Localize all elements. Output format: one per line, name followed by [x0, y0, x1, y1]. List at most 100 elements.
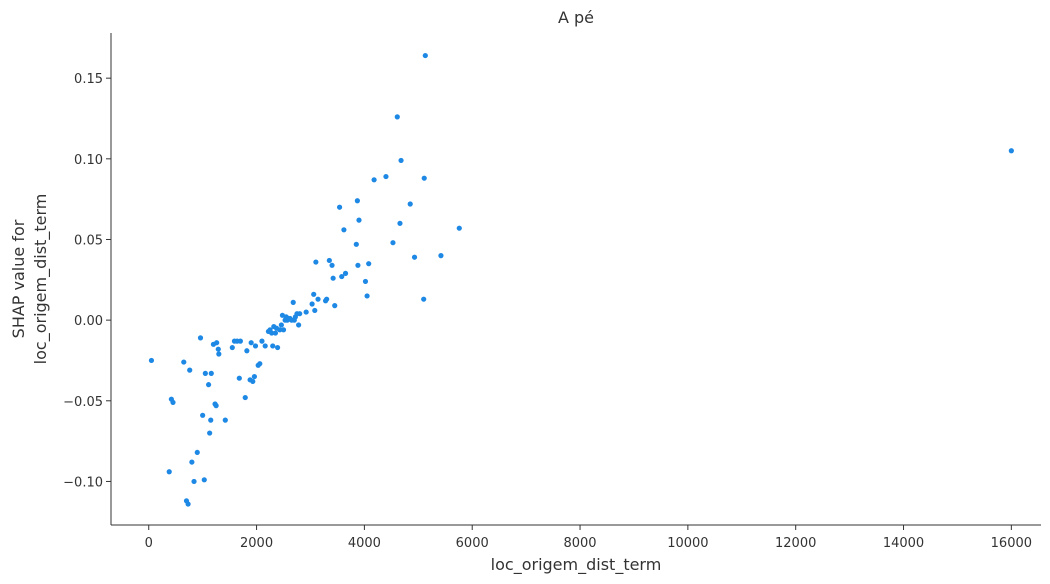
data-point	[274, 344, 281, 351]
data-point	[201, 477, 207, 483]
data-point	[356, 217, 362, 223]
y-ticks: −0.10 −0.05 0.00 0.05 0.10 0.15	[63, 72, 111, 490]
data-point	[250, 378, 256, 385]
data-point	[341, 227, 347, 233]
data-point	[456, 225, 462, 231]
data-point	[354, 198, 360, 204]
data-point	[421, 175, 427, 181]
data-point	[326, 257, 332, 264]
data-point	[194, 449, 200, 456]
data-point	[272, 330, 279, 336]
data-point	[244, 348, 250, 354]
data-point	[297, 311, 303, 317]
data-point	[383, 173, 389, 180]
x-tick-label: 8000	[563, 536, 596, 551]
data-point	[200, 412, 206, 418]
data-point	[216, 351, 222, 357]
data-point	[170, 399, 176, 406]
data-point	[187, 367, 193, 373]
x-tick-label: 0	[145, 536, 153, 551]
data-point	[315, 296, 321, 302]
data-point	[342, 270, 349, 276]
data-point	[277, 327, 283, 333]
y-axis-label-line-2: loc_origem_dist_term	[31, 194, 51, 365]
data-point	[189, 459, 195, 465]
x-axis-label: loc_origem_dist_term	[491, 555, 662, 575]
data-point	[208, 417, 214, 423]
data-point	[222, 417, 228, 423]
data-point	[252, 343, 259, 349]
data-point	[257, 361, 263, 367]
data-point	[207, 430, 213, 436]
data-point	[366, 261, 372, 267]
data-point	[411, 254, 418, 260]
data-point	[311, 291, 317, 297]
data-point	[422, 52, 428, 59]
data-point	[362, 278, 369, 285]
data-point	[191, 478, 197, 485]
chart-title: A pé	[558, 8, 594, 27]
data-point	[339, 273, 345, 280]
data-point	[148, 357, 155, 364]
data-point	[336, 204, 343, 210]
data-point	[303, 309, 309, 315]
data-point	[324, 296, 330, 302]
data-point	[296, 322, 302, 328]
data-point	[1008, 148, 1014, 154]
y-axis-label-line-1: SHAP value for	[9, 219, 28, 338]
data-point	[242, 394, 248, 401]
y-tick-label: 0.15	[74, 72, 103, 87]
x-tick-label: 10000	[667, 536, 708, 551]
x-tick-label: 4000	[348, 536, 381, 551]
data-point	[197, 335, 204, 341]
data-point	[237, 338, 243, 344]
data-point	[185, 501, 191, 507]
data-point	[364, 293, 370, 299]
data-point	[355, 262, 361, 268]
y-tick-label: 0.05	[74, 233, 103, 248]
data-point	[229, 344, 235, 351]
y-axis: −0.10 −0.05 0.00 0.05 0.10 0.15	[63, 33, 112, 525]
data-point	[251, 373, 258, 380]
y-axis-label: SHAP value for loc_origem_dist_term	[9, 194, 51, 365]
x-ticks: 0 2000 4000 6000 8000 10000 12000 14000 16000	[145, 525, 1032, 551]
x-tick-label: 12000	[775, 536, 816, 551]
data-point	[202, 370, 208, 376]
y-tick-label: −0.10	[63, 475, 103, 490]
data-point	[353, 241, 359, 247]
data-point	[214, 340, 220, 346]
data-point	[394, 114, 400, 120]
data-point	[313, 259, 319, 265]
data-point	[259, 338, 265, 344]
data-point	[181, 359, 187, 365]
data-point	[398, 157, 404, 164]
data-point	[407, 201, 413, 207]
x-tick-label: 16000	[991, 536, 1032, 551]
data-point	[248, 340, 254, 346]
x-tick-label: 6000	[456, 536, 489, 551]
y-tick-label: 0.00	[74, 314, 103, 329]
data-point	[371, 177, 377, 183]
data-point	[213, 403, 219, 409]
data-point	[329, 262, 335, 268]
data-point	[205, 382, 212, 388]
x-tick-label: 2000	[240, 536, 273, 551]
scatter-points	[148, 52, 1014, 507]
y-tick-label: 0.10	[74, 153, 103, 168]
data-point	[330, 275, 336, 281]
data-point	[397, 220, 403, 226]
data-point	[208, 370, 214, 376]
y-tick-label: −0.05	[63, 395, 103, 410]
x-axis: 0 2000 4000 6000 8000 10000 12000 14000 16000	[111, 524, 1041, 551]
data-point	[332, 303, 338, 309]
data-point	[290, 299, 296, 305]
data-point	[309, 301, 315, 307]
data-point	[421, 296, 427, 302]
data-point	[269, 330, 275, 336]
data-point	[390, 240, 396, 246]
data-point	[262, 343, 268, 349]
data-point	[438, 253, 444, 259]
x-tick-label: 14000	[883, 536, 924, 551]
data-point	[166, 469, 172, 475]
